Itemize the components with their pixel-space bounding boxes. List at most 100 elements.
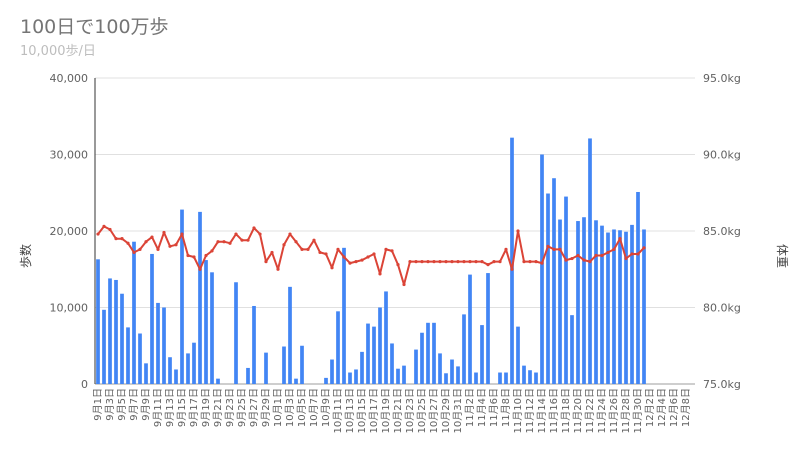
- weight-point: [330, 266, 334, 270]
- bar: [432, 322, 436, 384]
- weight-point: [438, 260, 442, 264]
- weight-point: [114, 237, 118, 241]
- x-tick-label: 10月1日: [272, 388, 284, 427]
- bar: [540, 154, 544, 384]
- weight-point: [534, 260, 538, 264]
- bar: [186, 353, 190, 384]
- weight-point: [162, 230, 166, 235]
- bar: [606, 232, 610, 384]
- weight-point: [420, 260, 424, 264]
- bar: [216, 378, 220, 384]
- weight-point: [240, 238, 244, 242]
- weight-point: [570, 256, 574, 261]
- weight-point: [426, 260, 430, 264]
- weight-point: [516, 229, 520, 233]
- weight-point: [588, 260, 592, 264]
- bar: [162, 307, 166, 384]
- weight-point: [396, 263, 400, 267]
- bar: [324, 377, 328, 384]
- weight-point: [612, 247, 616, 251]
- x-tick-label: 10月5日: [296, 388, 308, 427]
- weight-point: [402, 282, 406, 287]
- weight-point: [642, 246, 646, 250]
- x-tick-label: 9月7日: [128, 388, 140, 421]
- weight-point: [198, 267, 202, 271]
- x-tick-label: 11月10日: [512, 388, 524, 433]
- bar: [576, 221, 580, 384]
- chart-subtitle: 10,000歩/日: [20, 44, 96, 59]
- left-axis-ticks: 0 10,000 20,000 30,000 40,000: [50, 72, 89, 391]
- weight-point: [474, 260, 478, 264]
- bar: [456, 366, 460, 384]
- x-tick-label: 11月24日: [596, 388, 608, 433]
- weight-point: [444, 260, 448, 264]
- bar: [402, 365, 406, 384]
- x-tick-label: 10月7日: [308, 388, 320, 427]
- bar: [474, 372, 478, 384]
- y-left-tick-label: 40,000: [50, 72, 89, 85]
- bar: [600, 225, 604, 384]
- weight-point: [594, 253, 598, 258]
- weight-point: [138, 247, 142, 251]
- bar: [528, 370, 532, 384]
- weight-point: [300, 247, 304, 251]
- weight-point: [546, 244, 550, 248]
- x-tick-label: 10月19日: [380, 388, 392, 433]
- bar: [366, 323, 370, 384]
- weight-point: [366, 255, 370, 259]
- weight-point: [390, 249, 394, 253]
- weight-point: [408, 260, 412, 264]
- x-tick-label: 11月14日: [536, 388, 548, 433]
- weight-point: [378, 272, 382, 276]
- weight-point: [246, 238, 250, 242]
- bar: [546, 193, 550, 384]
- weight-point: [618, 237, 622, 241]
- x-tick-label: 9月21日: [212, 388, 224, 427]
- x-tick-label: 12月4日: [656, 388, 668, 427]
- weight-point: [498, 260, 502, 264]
- bar: [594, 220, 598, 384]
- x-tick-label: 10月23日: [404, 388, 416, 433]
- weight-point: [324, 252, 328, 256]
- x-tick-label: 11月4日: [476, 388, 488, 427]
- weight-point: [270, 250, 274, 255]
- x-tick-label: 9月19日: [200, 388, 212, 427]
- bar: [564, 196, 568, 384]
- x-tick-label: 10月29日: [440, 388, 452, 433]
- weight-point: [360, 258, 364, 262]
- weight-point: [558, 247, 562, 251]
- weight-point: [432, 260, 436, 264]
- bar: [516, 326, 520, 384]
- bar: [348, 372, 352, 384]
- bar: [552, 178, 556, 384]
- weight-point: [630, 252, 634, 256]
- weight-point: [552, 247, 556, 251]
- x-tick-label: 10月11日: [332, 388, 344, 433]
- bar: [102, 309, 106, 384]
- gridlines: [95, 77, 695, 385]
- weight-point: [234, 232, 238, 236]
- x-tick-label: 11月30日: [632, 388, 644, 433]
- weight-point: [600, 253, 604, 258]
- steps-bars: [96, 137, 646, 384]
- x-tick-label: 10月13日: [344, 388, 356, 433]
- weight-point: [276, 267, 280, 271]
- weight-point: [564, 258, 568, 262]
- x-tick-label: 10月3日: [284, 388, 296, 427]
- x-tick-label: 11月28日: [620, 388, 632, 433]
- weight-point: [306, 247, 310, 251]
- weight-point: [264, 260, 268, 264]
- weight-point: [288, 232, 292, 236]
- weight-point: [606, 250, 610, 255]
- x-tick-label: 9月25日: [236, 388, 248, 427]
- bar: [558, 219, 562, 384]
- bar: [96, 259, 100, 384]
- bar: [138, 333, 142, 384]
- x-tick-label: 9月15日: [176, 388, 188, 427]
- bar: [414, 349, 418, 384]
- weight-point: [354, 260, 358, 264]
- x-tick-label: 10月15日: [356, 388, 368, 433]
- bar: [114, 279, 118, 384]
- bar: [174, 369, 178, 384]
- bar: [510, 137, 514, 384]
